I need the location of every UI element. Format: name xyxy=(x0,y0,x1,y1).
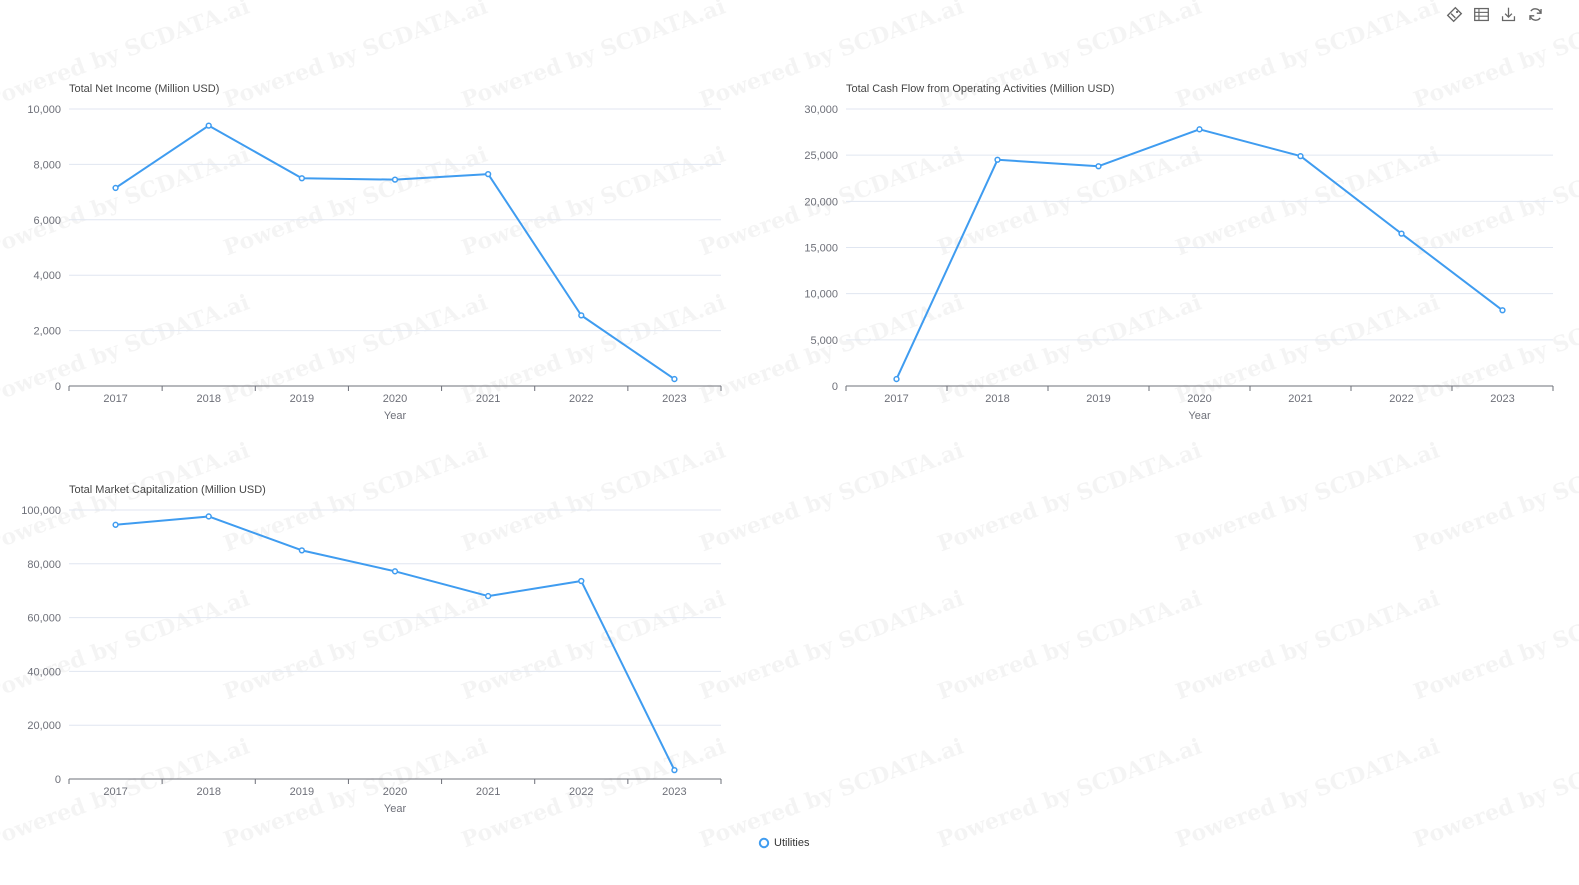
x-tick-label: 2018 xyxy=(985,393,1009,405)
x-tick-label: 2021 xyxy=(476,786,500,798)
x-tick-label: 2021 xyxy=(1288,393,1312,405)
data-point[interactable] xyxy=(578,312,585,319)
chart-3: Total Market Capitalization (Million USD… xyxy=(21,484,722,815)
x-axis-label: Year xyxy=(1188,410,1211,422)
x-tick-label: 2017 xyxy=(103,393,127,405)
x-tick-label: 2019 xyxy=(1086,393,1110,405)
chart-title: Total Cash Flow from Operating Activitie… xyxy=(846,83,1114,95)
x-axis-label: Year xyxy=(384,410,407,422)
chart-title: Total Net Income (Million USD) xyxy=(69,83,219,95)
y-tick-label: 40,000 xyxy=(27,666,61,678)
x-tick-label: 2023 xyxy=(662,786,686,798)
y-tick-label: 10,000 xyxy=(27,104,61,116)
y-tick-label: 15,000 xyxy=(804,243,838,255)
x-tick-label: 2022 xyxy=(569,393,593,405)
y-tick-label: 4,000 xyxy=(33,270,61,282)
save-image-icon xyxy=(1501,7,1516,22)
y-tick-label: 25,000 xyxy=(804,150,838,162)
data-point[interactable] xyxy=(205,122,212,129)
data-point[interactable] xyxy=(1297,152,1304,160)
data-point[interactable] xyxy=(484,592,492,600)
data-point[interactable] xyxy=(1499,307,1506,314)
series-line xyxy=(115,124,675,380)
y-tick-label: 20,000 xyxy=(27,720,61,732)
restore-button[interactable] xyxy=(1526,5,1545,24)
data-point[interactable] xyxy=(298,547,306,554)
data-point[interactable] xyxy=(298,175,306,182)
y-tick-label: 100,000 xyxy=(21,505,61,517)
data-point[interactable] xyxy=(1196,126,1203,133)
x-tick-label: 2023 xyxy=(662,393,686,405)
x-tick-label: 2017 xyxy=(884,393,908,405)
y-tick-label: 0 xyxy=(55,774,61,786)
data-point[interactable] xyxy=(1398,230,1405,237)
data-point[interactable] xyxy=(205,513,212,520)
y-tick-label: 30,000 xyxy=(804,104,838,116)
data-point[interactable] xyxy=(484,170,492,178)
y-tick-label: 5,000 xyxy=(810,335,838,347)
y-tick-label: 60,000 xyxy=(27,613,61,625)
feature-toggle-button[interactable] xyxy=(1445,5,1464,24)
x-tick-label: 2018 xyxy=(196,393,220,405)
data-point[interactable] xyxy=(578,577,585,585)
data-point[interactable] xyxy=(112,521,119,528)
data-view-button[interactable] xyxy=(1472,5,1491,24)
chart-toolbar xyxy=(1445,5,1545,24)
legend-marker-icon xyxy=(758,837,770,849)
x-tick-label: 2018 xyxy=(196,786,220,798)
x-tick-label: 2020 xyxy=(1187,393,1211,405)
x-tick-label: 2022 xyxy=(569,786,593,798)
data-point[interactable] xyxy=(1095,163,1102,170)
chart-2: Total Cash Flow from Operating Activitie… xyxy=(804,83,1554,422)
y-tick-label: 6,000 xyxy=(33,215,61,227)
x-tick-label: 2017 xyxy=(103,786,127,798)
x-tick-label: 2019 xyxy=(290,393,314,405)
legend-label: Utilities xyxy=(774,837,810,849)
data-point[interactable] xyxy=(391,176,399,183)
data-view-icon xyxy=(1474,7,1489,22)
legend-item-utilities[interactable]: Utilities xyxy=(758,837,809,849)
data-point[interactable] xyxy=(671,375,678,383)
y-tick-label: 80,000 xyxy=(27,559,61,571)
series-line xyxy=(895,128,1504,380)
data-point[interactable] xyxy=(994,156,1001,163)
data-point[interactable] xyxy=(391,568,399,575)
data-point[interactable] xyxy=(671,766,678,774)
x-axis-label: Year xyxy=(384,803,407,815)
y-tick-label: 10,000 xyxy=(804,289,838,301)
chart-title: Total Market Capitalization (Million USD… xyxy=(69,484,266,496)
x-tick-label: 2023 xyxy=(1490,393,1514,405)
restore-icon xyxy=(1529,8,1542,21)
x-tick-label: 2021 xyxy=(476,393,500,405)
x-tick-label: 2020 xyxy=(383,393,407,405)
x-tick-label: 2020 xyxy=(383,786,407,798)
y-tick-label: 20,000 xyxy=(804,196,838,208)
y-tick-label: 8,000 xyxy=(33,159,61,171)
x-tick-label: 2022 xyxy=(1389,393,1413,405)
data-point[interactable] xyxy=(893,375,900,383)
data-point[interactable] xyxy=(112,184,119,192)
y-tick-label: 0 xyxy=(832,381,838,393)
feature-toggle-icon xyxy=(1446,6,1463,23)
y-tick-label: 0 xyxy=(55,381,61,393)
y-tick-label: 2,000 xyxy=(33,326,61,338)
x-tick-label: 2019 xyxy=(290,786,314,798)
series-line xyxy=(115,515,676,771)
save-image-button[interactable] xyxy=(1499,5,1518,24)
chart-1: Total Net Income (Million USD) 0 2,000 4,00… xyxy=(27,83,722,422)
